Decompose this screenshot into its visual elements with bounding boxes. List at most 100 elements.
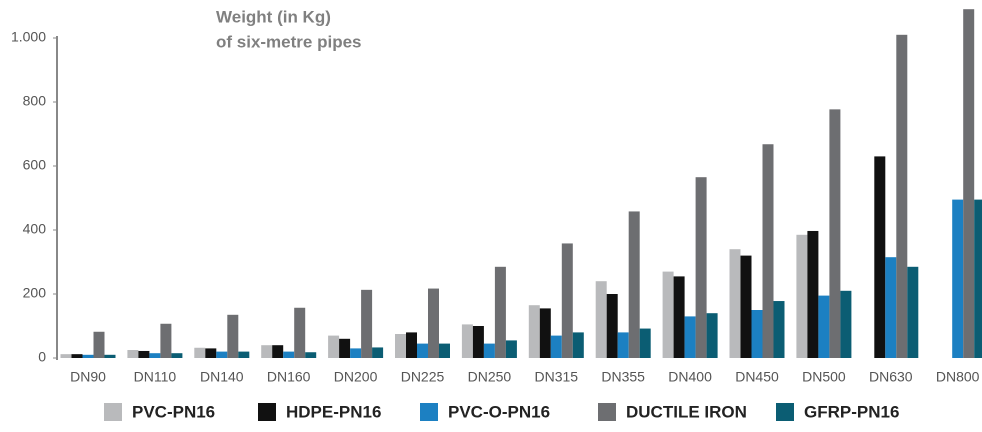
bar: [639, 328, 651, 358]
bar: [194, 347, 206, 358]
bar: [472, 326, 484, 358]
bar: [662, 271, 674, 358]
legend-swatch: [598, 403, 616, 421]
bar: [572, 332, 584, 358]
x-tick-label: DN500: [802, 369, 846, 385]
bar: [82, 354, 94, 358]
bar: [127, 350, 139, 358]
bar: [550, 335, 562, 358]
bar: [483, 343, 495, 358]
bar: [372, 347, 384, 358]
bar: [305, 352, 317, 358]
bar: [160, 323, 172, 358]
x-tick-label: DN450: [735, 369, 779, 385]
y-tick-label: 600: [23, 157, 47, 173]
bar: [417, 343, 428, 358]
y-tick-label: 400: [23, 221, 47, 237]
bar: [617, 332, 629, 358]
bar: [138, 350, 150, 358]
x-tick-label: DN630: [869, 369, 913, 385]
bar: [595, 281, 607, 358]
bar: [205, 348, 217, 358]
bar: [907, 266, 919, 358]
legend-swatch: [258, 403, 276, 421]
legend-swatch: [420, 403, 438, 421]
y-tick-label: 1.000: [11, 29, 46, 45]
bar: [149, 353, 161, 358]
bar: [60, 354, 72, 358]
bar: [339, 338, 351, 358]
bar: [238, 351, 250, 358]
x-tick-label: DN355: [601, 369, 645, 385]
bar: [294, 307, 306, 358]
bar: [706, 313, 718, 358]
bar: [216, 351, 228, 358]
bar: [751, 310, 763, 358]
bar: [272, 345, 284, 358]
bar: [773, 301, 785, 358]
legend-label: GFRP-PN16: [804, 402, 899, 421]
bar: [494, 266, 506, 358]
chart-subtitle: of six-metre pipes: [216, 32, 362, 51]
bar: [896, 34, 908, 359]
x-tick-label: DN200: [334, 369, 378, 385]
bar: [539, 308, 551, 358]
x-tick-label: DN225: [401, 369, 445, 385]
legend-label: PVC-PN16: [132, 402, 215, 421]
x-tick-label: DN160: [267, 369, 311, 385]
bar: [829, 109, 841, 358]
bar: [762, 144, 774, 358]
x-tick-label: DN90: [70, 369, 106, 385]
x-tick-label: DN250: [468, 369, 512, 385]
bar: [818, 295, 830, 358]
bar: [684, 316, 696, 358]
bar: [885, 257, 897, 358]
bar: [227, 314, 239, 358]
bar: [952, 199, 964, 358]
bar: [673, 276, 685, 358]
legend-swatch: [776, 403, 794, 421]
bar: [428, 288, 439, 358]
bar: [104, 354, 116, 358]
bar: [171, 353, 183, 358]
bar: [695, 177, 707, 358]
bar: [350, 348, 362, 358]
bar: [71, 354, 83, 358]
bar: [729, 249, 741, 358]
y-tick-label: 200: [23, 285, 47, 301]
bar: [283, 351, 295, 358]
bar: [461, 324, 473, 358]
bar: [561, 243, 573, 358]
bar: [439, 343, 450, 358]
x-tick-label: DN800: [936, 369, 980, 385]
bar: [796, 234, 808, 358]
bar: [328, 335, 340, 358]
legend-label: HDPE-PN16: [286, 402, 381, 421]
bar: [840, 290, 852, 358]
bar: [261, 345, 273, 358]
legend-swatch: [104, 403, 122, 421]
bar: [963, 9, 975, 358]
chart-title: Weight (in Kg): [216, 7, 331, 26]
bar: [740, 255, 752, 358]
bar: [628, 211, 640, 358]
bar: [606, 294, 618, 358]
bar: [505, 340, 517, 358]
bar: [807, 230, 819, 358]
bar: [874, 156, 886, 358]
legend-label: PVC-O-PN16: [448, 402, 550, 421]
bar: [361, 289, 373, 358]
y-tick-label: 800: [23, 93, 47, 109]
x-tick-label: DN110: [134, 369, 177, 385]
y-tick-label: 0: [38, 349, 46, 365]
bar: [395, 334, 406, 358]
bar: [93, 331, 105, 358]
x-tick-label: DN400: [668, 369, 712, 385]
bar: [528, 305, 540, 358]
bar: [406, 332, 417, 358]
x-tick-label: DN140: [200, 369, 244, 385]
legend-label: DUCTILE IRON: [626, 402, 747, 421]
bar: [974, 199, 982, 358]
x-tick-label: DN315: [535, 369, 579, 385]
